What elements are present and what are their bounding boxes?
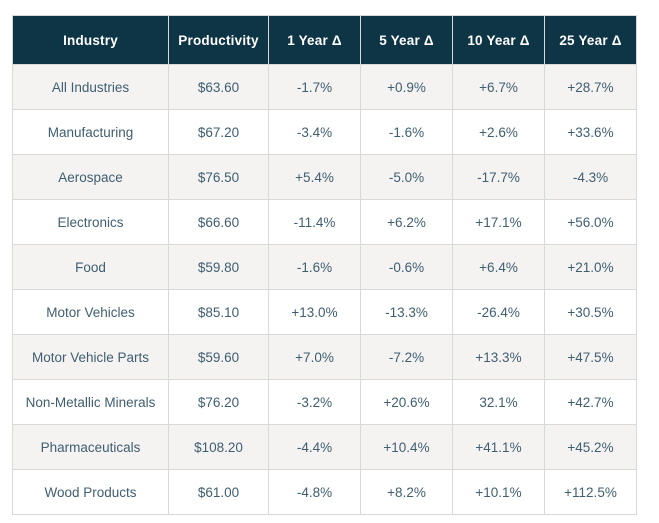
industry-cell: Electronics xyxy=(12,199,169,245)
value-cell: +6.4% xyxy=(452,244,545,290)
value-cell: -1.6% xyxy=(268,244,361,290)
productivity-table-container: Industry Productivity 1 Year Δ 5 Year Δ … xyxy=(12,15,637,515)
column-header-1-year-delta: 1 Year Δ xyxy=(268,15,361,65)
value-cell: +41.1% xyxy=(452,424,545,470)
industry-cell: All Industries xyxy=(12,64,169,110)
value-cell: +10.1% xyxy=(452,469,545,515)
industry-cell: Wood Products xyxy=(12,469,169,515)
industry-cell: Manufacturing xyxy=(12,109,169,155)
industry-cell: Pharmaceuticals xyxy=(12,424,169,470)
value-cell: +8.2% xyxy=(360,469,453,515)
table-row: Aerospace $76.50 +5.4% -5.0% -17.7% -4.3% xyxy=(12,154,637,200)
table-row: Electronics $66.60 -11.4% +6.2% +17.1% +56.0% xyxy=(12,199,637,245)
value-cell: -4.8% xyxy=(268,469,361,515)
value-cell: -26.4% xyxy=(452,289,545,335)
value-cell: -4.4% xyxy=(268,424,361,470)
value-cell: -4.3% xyxy=(544,154,637,200)
industry-cell: Motor Vehicles xyxy=(12,289,169,335)
value-cell: +42.7% xyxy=(544,379,637,425)
value-cell: -3.4% xyxy=(268,109,361,155)
value-cell: +20.6% xyxy=(360,379,453,425)
value-cell: -7.2% xyxy=(360,334,453,380)
value-cell: -5.0% xyxy=(360,154,453,200)
table-row: Pharmaceuticals $108.20 -4.4% +10.4% +41.1% +… xyxy=(12,424,637,470)
value-cell: -1.6% xyxy=(360,109,453,155)
value-cell: $59.60 xyxy=(168,334,269,380)
value-cell: $59.80 xyxy=(168,244,269,290)
value-cell: $108.20 xyxy=(168,424,269,470)
value-cell: +5.4% xyxy=(268,154,361,200)
value-cell: $63.60 xyxy=(168,64,269,110)
column-header-productivity: Productivity xyxy=(168,15,269,65)
column-header-5-year-delta: 5 Year Δ xyxy=(360,15,453,65)
value-cell: -13.3% xyxy=(360,289,453,335)
value-cell: +30.5% xyxy=(544,289,637,335)
industry-cell: Aerospace xyxy=(12,154,169,200)
value-cell: +47.5% xyxy=(544,334,637,380)
value-cell: +112.5% xyxy=(544,469,637,515)
table-row: Wood Products $61.00 -4.8% +8.2% +10.1% +112.… xyxy=(12,469,637,515)
value-cell: +7.0% xyxy=(268,334,361,380)
column-header-10-year-delta: 10 Year Δ xyxy=(452,15,545,65)
value-cell: +2.6% xyxy=(452,109,545,155)
value-cell: +33.6% xyxy=(544,109,637,155)
value-cell: -17.7% xyxy=(452,154,545,200)
value-cell: +6.2% xyxy=(360,199,453,245)
value-cell: +28.7% xyxy=(544,64,637,110)
productivity-table: Industry Productivity 1 Year Δ 5 Year Δ … xyxy=(12,15,637,515)
table-row: Motor Vehicle Parts $59.60 +7.0% -7.2% +13.3… xyxy=(12,334,637,380)
value-cell: -3.2% xyxy=(268,379,361,425)
industry-cell: Non-Metallic Minerals xyxy=(12,379,169,425)
industry-cell: Food xyxy=(12,244,169,290)
table-body: All Industries $63.60 -1.7% +0.9% +6.7% +28.7… xyxy=(12,64,637,515)
industry-cell: Motor Vehicle Parts xyxy=(12,334,169,380)
value-cell: +13.3% xyxy=(452,334,545,380)
value-cell: +17.1% xyxy=(452,199,545,245)
table-row: All Industries $63.60 -1.7% +0.9% +6.7% +28.7… xyxy=(12,64,637,110)
value-cell: $85.10 xyxy=(168,289,269,335)
value-cell: 32.1% xyxy=(452,379,545,425)
value-cell: $76.50 xyxy=(168,154,269,200)
table-row: Motor Vehicles $85.10 +13.0% -13.3% -26.4% +3… xyxy=(12,289,637,335)
value-cell: $76.20 xyxy=(168,379,269,425)
value-cell: +45.2% xyxy=(544,424,637,470)
value-cell: $66.60 xyxy=(168,199,269,245)
value-cell: +6.7% xyxy=(452,64,545,110)
table-row: Food $59.80 -1.6% -0.6% +6.4% +21.0% xyxy=(12,244,637,290)
table-row: Manufacturing $67.20 -3.4% -1.6% +2.6% +33.6% xyxy=(12,109,637,155)
header-row: Industry Productivity 1 Year Δ 5 Year Δ … xyxy=(12,15,637,65)
table-row: Non-Metallic Minerals $76.20 -3.2% +20.6% 32… xyxy=(12,379,637,425)
column-header-25-year-delta: 25 Year Δ xyxy=(544,15,637,65)
table-header: Industry Productivity 1 Year Δ 5 Year Δ … xyxy=(12,15,637,65)
column-header-industry: Industry xyxy=(12,15,169,65)
value-cell: +10.4% xyxy=(360,424,453,470)
value-cell: -0.6% xyxy=(360,244,453,290)
value-cell: $61.00 xyxy=(168,469,269,515)
value-cell: +0.9% xyxy=(360,64,453,110)
value-cell: -1.7% xyxy=(268,64,361,110)
value-cell: +13.0% xyxy=(268,289,361,335)
value-cell: -11.4% xyxy=(268,199,361,245)
value-cell: +21.0% xyxy=(544,244,637,290)
value-cell: +56.0% xyxy=(544,199,637,245)
value-cell: $67.20 xyxy=(168,109,269,155)
